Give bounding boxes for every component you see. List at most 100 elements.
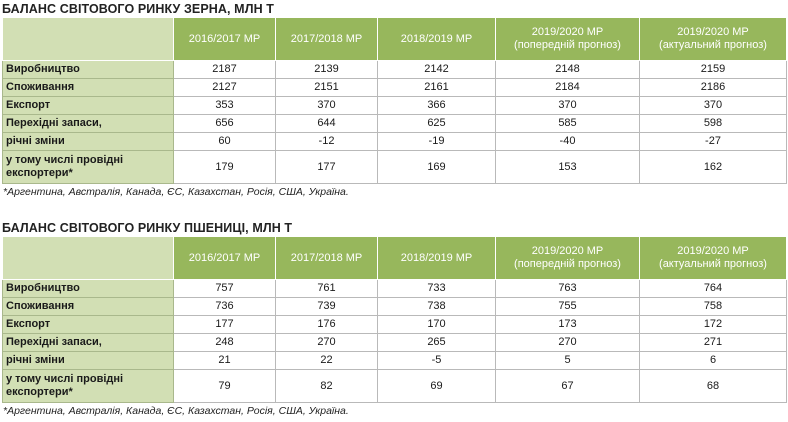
value-cell: 265 bbox=[377, 333, 496, 352]
value-cell: 370 bbox=[639, 96, 787, 115]
table-row: річні зміни 60 -12 -19 -40 -27 bbox=[2, 132, 787, 151]
grain-table-title: БАЛАНС СВІТОВОГО РИНКУ ЗЕРНА, МЛН Т bbox=[2, 2, 275, 16]
value-cell: 2151 bbox=[275, 78, 378, 97]
value-cell: -40 bbox=[495, 132, 640, 151]
grain-balance-section: БАЛАНС СВІТОВОГО РИНКУ ЗЕРНА, МЛН Т 2016… bbox=[0, 0, 788, 200]
value-cell: 739 bbox=[275, 297, 378, 316]
header-cell: 2017/2018 МР bbox=[275, 237, 378, 280]
table-row: Експорт 177 176 170 173 172 bbox=[2, 315, 787, 334]
value-cell: 248 bbox=[173, 333, 276, 352]
header-corner-cell bbox=[2, 237, 174, 280]
row-label-cell: Споживання bbox=[2, 297, 174, 316]
value-cell: 2148 bbox=[495, 60, 640, 79]
value-cell: 644 bbox=[275, 114, 378, 133]
header-cell: 2019/2020 МР (актуальний прогноз) bbox=[639, 18, 787, 61]
table-header-row: 2016/2017 МР 2017/2018 МР 2018/2019 МР 2… bbox=[2, 237, 787, 280]
value-cell: 761 bbox=[275, 279, 378, 298]
table-row: Перехідні запаси, 656 644 625 585 598 bbox=[2, 114, 787, 133]
value-cell: 2186 bbox=[639, 78, 787, 97]
wheat-balance-table: 2016/2017 МР 2017/2018 МР 2018/2019 МР 2… bbox=[2, 237, 787, 403]
row-label-cell: річні зміни bbox=[2, 351, 174, 370]
value-cell: 60 bbox=[173, 132, 276, 151]
value-cell: 82 bbox=[275, 369, 378, 403]
header-corner-cell bbox=[2, 18, 174, 61]
value-cell: 270 bbox=[495, 333, 640, 352]
value-cell: -12 bbox=[275, 132, 378, 151]
table-row: Споживання 736 739 738 755 758 bbox=[2, 297, 787, 316]
value-cell: 179 bbox=[173, 150, 276, 184]
row-label-cell: Експорт bbox=[2, 315, 174, 334]
grain-balance-table: 2016/2017 МР 2017/2018 МР 2018/2019 МР 2… bbox=[2, 18, 787, 184]
header-cell: 2016/2017 МР bbox=[173, 237, 276, 280]
value-cell: 2159 bbox=[639, 60, 787, 79]
table-row: у тому числі провідні експортери* 79 82 69 6… bbox=[2, 369, 787, 403]
value-cell: 169 bbox=[377, 150, 496, 184]
row-label-cell: Експорт bbox=[2, 96, 174, 115]
value-cell: 370 bbox=[275, 96, 378, 115]
value-cell: 6 bbox=[639, 351, 787, 370]
value-cell: -27 bbox=[639, 132, 787, 151]
value-cell: 2127 bbox=[173, 78, 276, 97]
value-cell: 173 bbox=[495, 315, 640, 334]
table-row: Перехідні запаси, 248 270 265 270 271 bbox=[2, 333, 787, 352]
value-cell: 2142 bbox=[377, 60, 496, 79]
value-cell: 2139 bbox=[275, 60, 378, 79]
value-cell: 67 bbox=[495, 369, 640, 403]
value-cell: 172 bbox=[639, 315, 787, 334]
value-cell: 79 bbox=[173, 369, 276, 403]
value-cell: 270 bbox=[275, 333, 378, 352]
value-cell: 68 bbox=[639, 369, 787, 403]
wheat-table-title: БАЛАНС СВІТОВОГО РИНКУ ПШЕНИЦІ, МЛН Т bbox=[2, 221, 293, 235]
row-label-cell: Споживання bbox=[2, 78, 174, 97]
value-cell: 2161 bbox=[377, 78, 496, 97]
row-label-cell: Перехідні запаси, bbox=[2, 333, 174, 352]
table-row: Виробництво 757 761 733 763 764 bbox=[2, 279, 787, 298]
value-cell: 733 bbox=[377, 279, 496, 298]
table-row: річні зміни 21 22 -5 5 6 bbox=[2, 351, 787, 370]
row-label-cell: річні зміни bbox=[2, 132, 174, 151]
value-cell: 2184 bbox=[495, 78, 640, 97]
value-cell: 738 bbox=[377, 297, 496, 316]
value-cell: 755 bbox=[495, 297, 640, 316]
header-cell: 2019/2020 МР (попередній прогноз) bbox=[495, 237, 640, 280]
wheat-footnote: *Аргентина, Австралія, Канада, ЄС, Казах… bbox=[3, 405, 349, 417]
value-cell: 5 bbox=[495, 351, 640, 370]
value-cell: -19 bbox=[377, 132, 496, 151]
wheat-balance-section: БАЛАНС СВІТОВОГО РИНКУ ПШЕНИЦІ, МЛН Т 20… bbox=[0, 219, 788, 419]
value-cell: 366 bbox=[377, 96, 496, 115]
table-header-row: 2016/2017 МР 2017/2018 МР 2018/2019 МР 2… bbox=[2, 18, 787, 61]
table-row: у тому числі провідні експортери* 179 177 1… bbox=[2, 150, 787, 184]
value-cell: 763 bbox=[495, 279, 640, 298]
value-cell: 758 bbox=[639, 297, 787, 316]
row-label-cell: у тому числі провідні експортери* bbox=[2, 150, 174, 184]
value-cell: 271 bbox=[639, 333, 787, 352]
row-label-cell: Виробництво bbox=[2, 279, 174, 298]
value-cell: 370 bbox=[495, 96, 640, 115]
value-cell: -5 bbox=[377, 351, 496, 370]
value-cell: 656 bbox=[173, 114, 276, 133]
value-cell: 69 bbox=[377, 369, 496, 403]
header-cell: 2017/2018 МР bbox=[275, 18, 378, 61]
value-cell: 177 bbox=[275, 150, 378, 184]
value-cell: 598 bbox=[639, 114, 787, 133]
value-cell: 2187 bbox=[173, 60, 276, 79]
header-cell: 2016/2017 МР bbox=[173, 18, 276, 61]
value-cell: 736 bbox=[173, 297, 276, 316]
header-cell: 2019/2020 МР (попередній прогноз) bbox=[495, 18, 640, 61]
row-label-cell: Перехідні запаси, bbox=[2, 114, 174, 133]
table-row: Експорт 353 370 366 370 370 bbox=[2, 96, 787, 115]
value-cell: 170 bbox=[377, 315, 496, 334]
value-cell: 153 bbox=[495, 150, 640, 184]
value-cell: 353 bbox=[173, 96, 276, 115]
header-cell: 2018/2019 МР bbox=[377, 237, 496, 280]
header-cell: 2018/2019 МР bbox=[377, 18, 496, 61]
row-label-cell: Виробництво bbox=[2, 60, 174, 79]
value-cell: 757 bbox=[173, 279, 276, 298]
header-cell: 2019/2020 МР (актуальний прогноз) bbox=[639, 237, 787, 280]
value-cell: 625 bbox=[377, 114, 496, 133]
table-row: Споживання 2127 2151 2161 2184 2186 bbox=[2, 78, 787, 97]
value-cell: 585 bbox=[495, 114, 640, 133]
grain-footnote: *Аргентина, Австралія, Канада, ЄС, Казах… bbox=[3, 186, 349, 198]
row-label-cell: у тому числі провідні експортери* bbox=[2, 369, 174, 403]
value-cell: 22 bbox=[275, 351, 378, 370]
